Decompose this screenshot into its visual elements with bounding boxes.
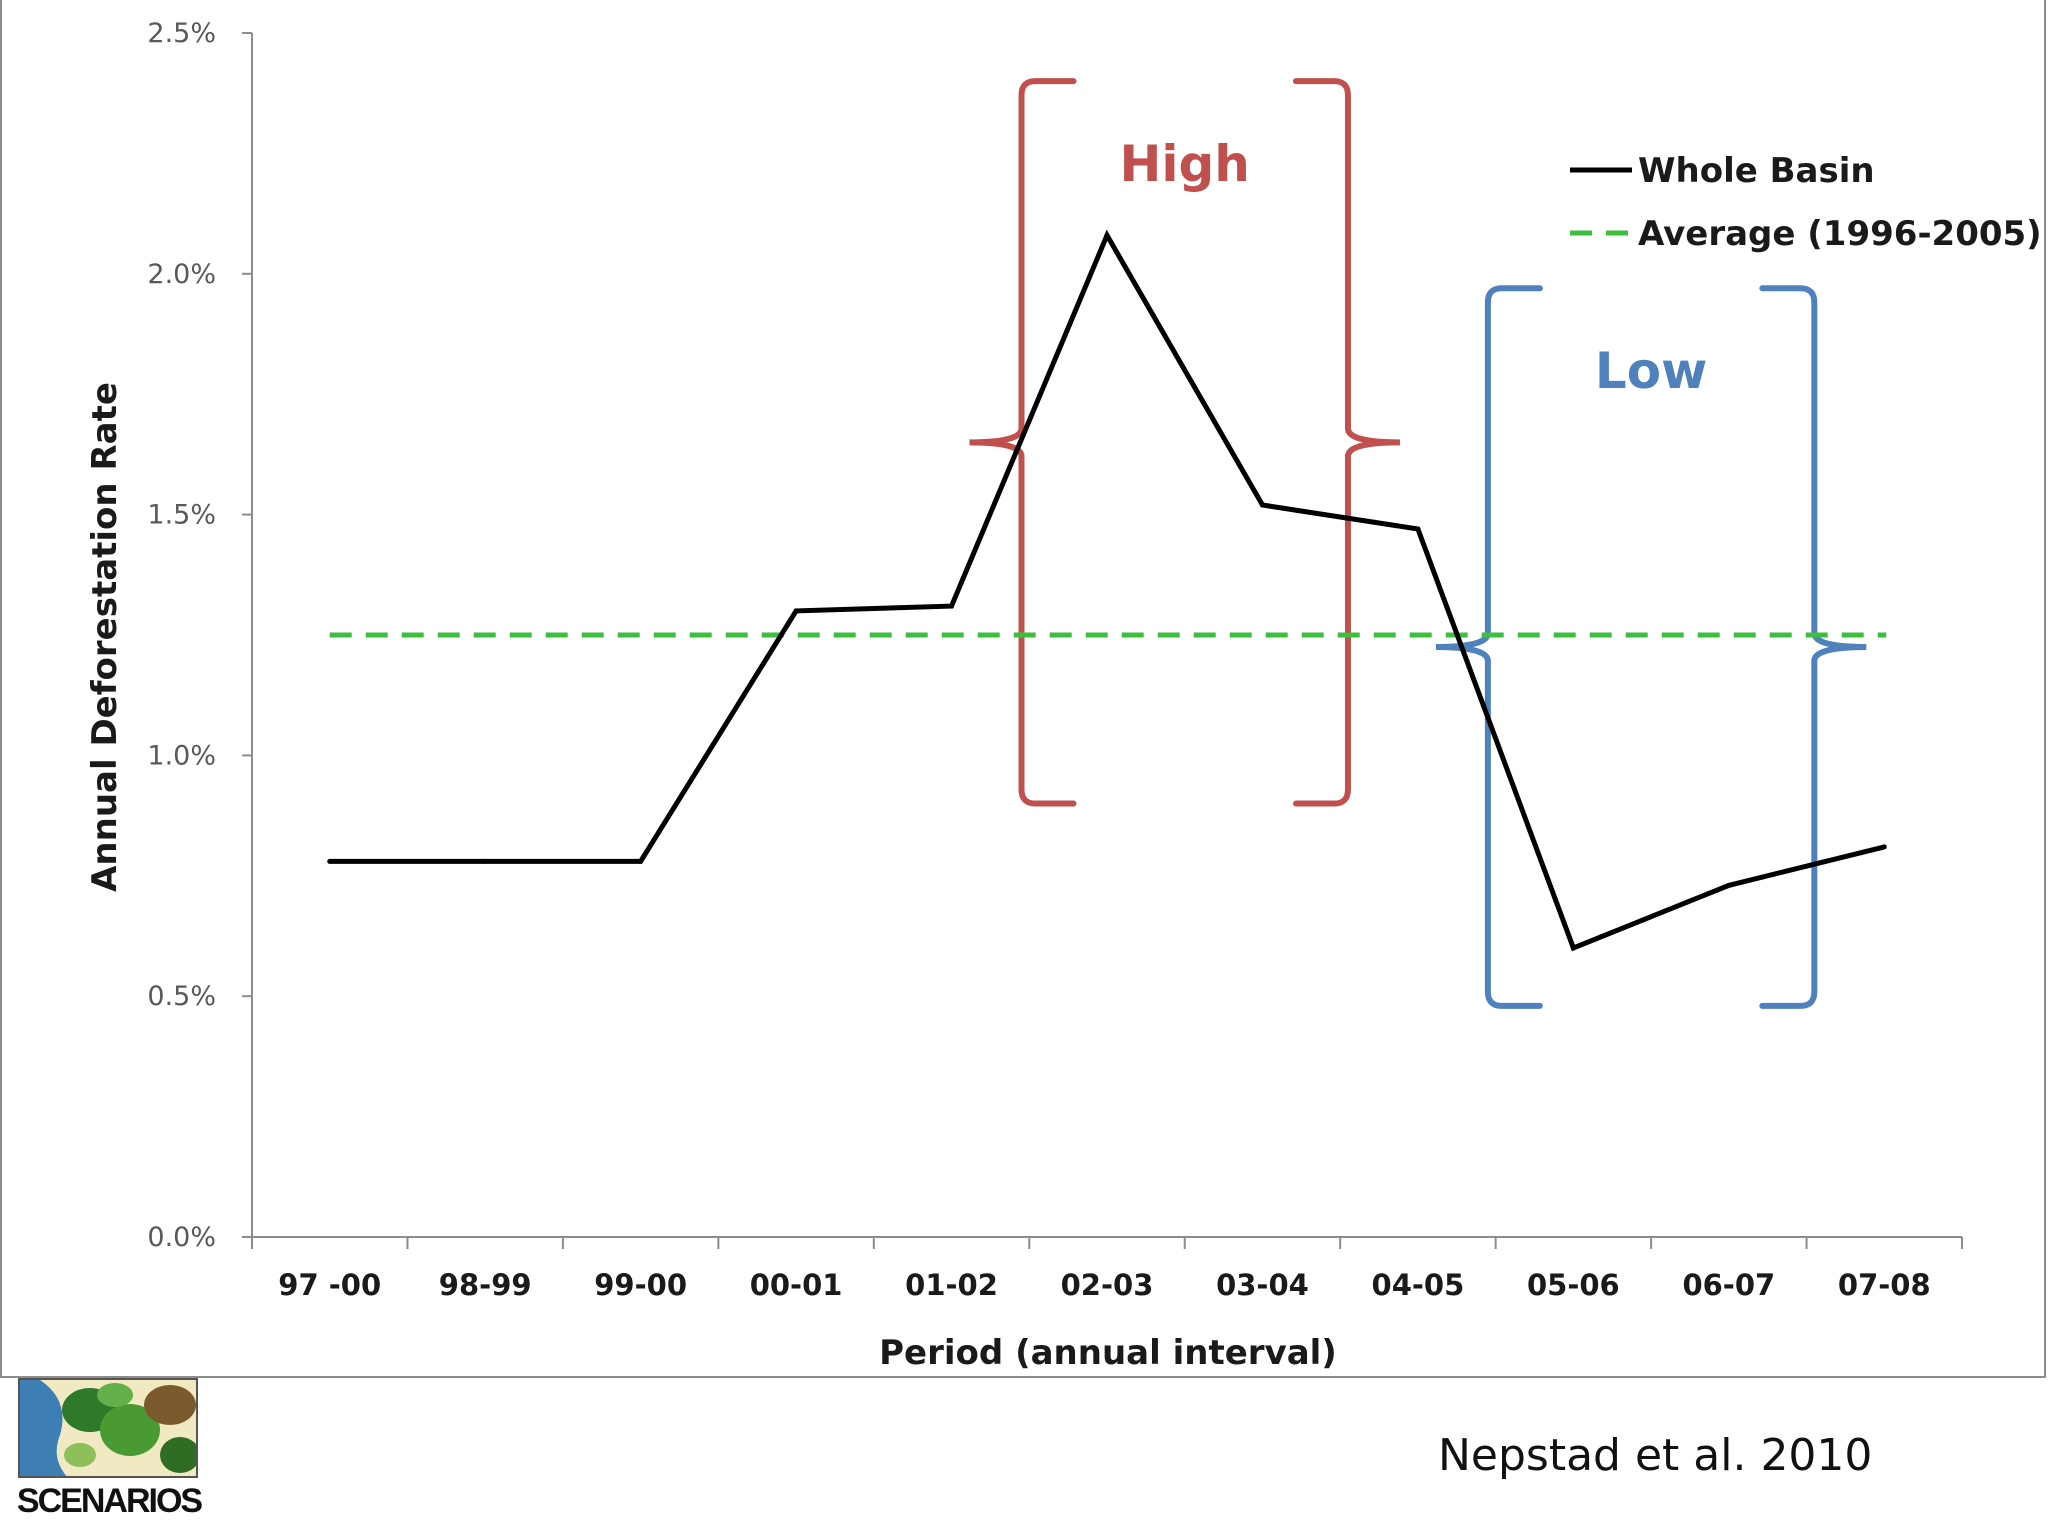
series-group bbox=[327, 229, 1887, 952]
y-tick-label: 2.0% bbox=[147, 259, 216, 290]
x-tick-label: 99-00 bbox=[594, 1268, 687, 1302]
x-tick-label: 02-03 bbox=[1061, 1268, 1154, 1302]
x-axis: 97 -00 98-99 99-00 00-01 01-02 02-03 03-04 04-0… bbox=[251, 1236, 1963, 1302]
high-bracket-right bbox=[1292, 78, 1400, 807]
high-bracket-left bbox=[969, 78, 1077, 807]
legend-label-whole-basin: Whole Basin bbox=[1638, 151, 1875, 191]
data-point bbox=[1881, 844, 1887, 850]
scenarios-logo: SCENARIOS bbox=[14, 1378, 204, 1520]
y-tick-label: 0.5% bbox=[147, 981, 216, 1012]
x-tick-label: 06-07 bbox=[1682, 1268, 1775, 1302]
data-point bbox=[482, 858, 488, 864]
data-point bbox=[638, 858, 644, 864]
x-tick-label: 05-06 bbox=[1527, 1268, 1620, 1302]
x-tick-label: 00-01 bbox=[750, 1268, 843, 1302]
data-point bbox=[327, 858, 333, 864]
logo-text: SCENARIOS bbox=[16, 1482, 203, 1520]
x-axis-title: Period (annual interval) bbox=[879, 1333, 1337, 1373]
x-tick-label: 98-99 bbox=[439, 1268, 532, 1302]
x-tick-label: 07-08 bbox=[1838, 1268, 1931, 1302]
x-tick-label: 01-02 bbox=[905, 1268, 998, 1302]
data-point bbox=[1415, 526, 1421, 532]
y-tick-label: 0.0% bbox=[147, 1222, 216, 1253]
low-label: Low bbox=[1595, 342, 1707, 400]
logo-map-image bbox=[18, 1378, 198, 1478]
line-chart: 0.0% 0.5% 1.0% 1.5% 2.0% 2.5% 97 -00 98-99 99-0… bbox=[85, 18, 2042, 1373]
data-point bbox=[1259, 502, 1265, 508]
data-point bbox=[1104, 232, 1110, 238]
data-point bbox=[949, 603, 955, 609]
data-point bbox=[793, 608, 799, 614]
data-point bbox=[1726, 882, 1732, 888]
x-tick-label: 04-05 bbox=[1372, 1268, 1465, 1302]
data-point bbox=[1570, 945, 1576, 951]
low-bracket-right bbox=[1759, 285, 1867, 1009]
legend-label-average: Average (1996-2005) bbox=[1638, 214, 2042, 254]
y-tick-label: 2.5% bbox=[147, 18, 216, 49]
x-tick-label: 03-04 bbox=[1216, 1268, 1309, 1302]
x-tick-label: 97 -00 bbox=[278, 1268, 381, 1302]
legend: Whole Basin Average (1996-2005) bbox=[1570, 151, 2042, 254]
high-label: High bbox=[1120, 135, 1250, 193]
citation: Nepstad et al. 2010 bbox=[1438, 1430, 1873, 1481]
y-axis: 0.0% 0.5% 1.0% 1.5% 2.0% 2.5% bbox=[147, 18, 253, 1253]
low-bracket-left bbox=[1435, 285, 1543, 1009]
y-tick-label: 1.5% bbox=[147, 500, 216, 531]
y-tick-label: 1.0% bbox=[147, 740, 216, 771]
y-axis-title: Annual Deforestation Rate bbox=[85, 382, 125, 892]
